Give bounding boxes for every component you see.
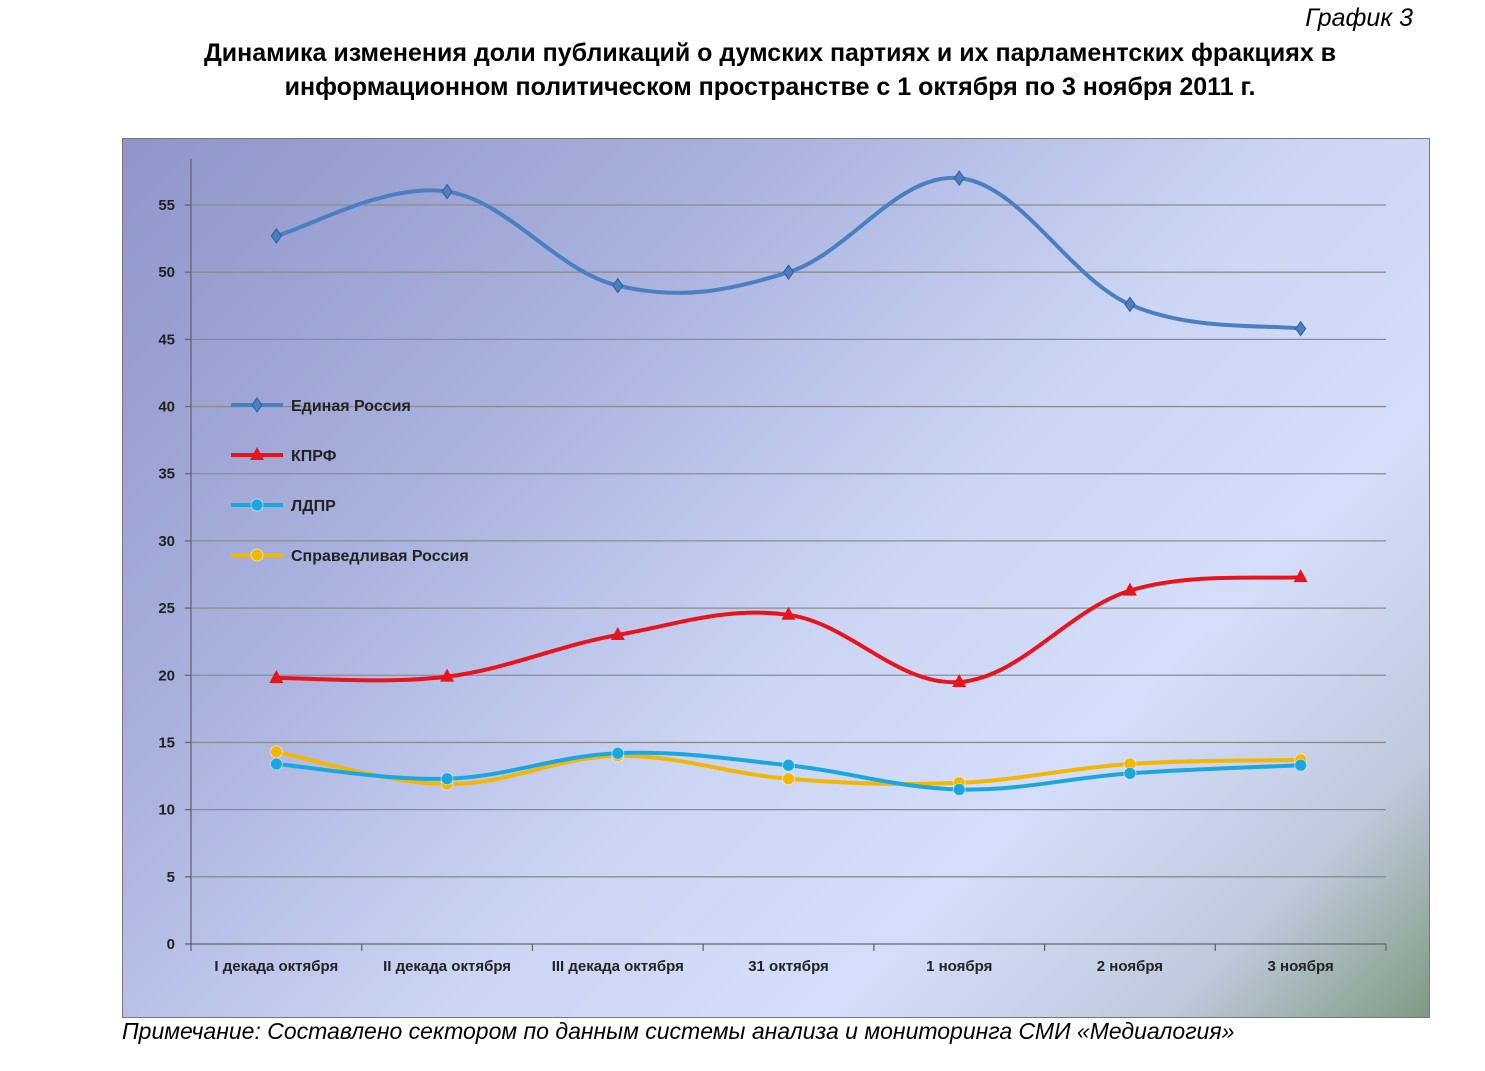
- data-point: [440, 668, 455, 682]
- legend-label: КПРФ: [291, 448, 337, 465]
- y-tick-label: 50: [158, 264, 175, 281]
- data-point: [952, 673, 967, 687]
- y-tick-label: 10: [158, 802, 175, 819]
- y-tick-label: 15: [158, 734, 175, 751]
- x-tick-label: 31 октября: [748, 958, 829, 975]
- series-line: [274, 575, 1303, 685]
- data-point: [781, 606, 796, 620]
- data-point: [270, 228, 282, 244]
- x-tick-label: III декада октября: [552, 958, 684, 975]
- legend-marker: [250, 447, 264, 460]
- data-point: [441, 183, 453, 200]
- graph-number: График 3: [1305, 4, 1413, 32]
- data-point: [269, 757, 283, 771]
- y-tick-label: 55: [158, 197, 175, 214]
- x-tick-label: 2 ноября: [1097, 958, 1163, 975]
- legend-marker: [251, 397, 263, 413]
- data-point: [1123, 766, 1137, 780]
- x-tick-label: 1 ноября: [926, 958, 992, 975]
- source-note: Примечание: Составлено сектором по данны…: [122, 1018, 1235, 1044]
- chart-title: Динамика изменения доли публикаций о дум…: [203, 39, 1337, 101]
- y-tick-label: 20: [158, 667, 175, 684]
- data-point: [953, 170, 965, 186]
- y-tick-label: 5: [167, 869, 175, 886]
- y-tick-label: 40: [158, 399, 175, 416]
- chart-area: 0 5 10 15 20 25 30 35 40 45 50 55 I декада октября II…: [122, 138, 1430, 1018]
- data-point: [611, 746, 625, 760]
- data-point: [269, 669, 284, 683]
- x-tick-label: 3 ноября: [1268, 958, 1334, 975]
- line-chart: 0 5 10 15 20 25 30 35 40 45 50 55 I декада октября II…: [158, 159, 1387, 975]
- y-tick-label: 45: [158, 331, 175, 348]
- data-point: [440, 772, 454, 786]
- data-point: [1122, 582, 1137, 596]
- legend-label: Единая Россия: [291, 398, 411, 415]
- data-point: [610, 626, 625, 640]
- data-point: [1295, 320, 1307, 337]
- y-tick-label: 0: [167, 936, 175, 953]
- y-tick-label: 35: [158, 466, 175, 483]
- x-tick-label: I декада октября: [214, 958, 338, 975]
- data-point: [782, 772, 795, 786]
- data-point: [1294, 758, 1308, 772]
- legend-marker: [250, 548, 264, 562]
- y-tick-label: 30: [158, 533, 175, 550]
- legend-label: ЛДПР: [291, 498, 336, 515]
- data-point: [782, 264, 795, 281]
- data-point: [1293, 569, 1308, 583]
- data-point: [1124, 296, 1136, 313]
- data-point: [782, 758, 795, 772]
- legend-marker: [250, 498, 264, 512]
- data-point: [612, 277, 624, 294]
- x-tick-label: II декада октября: [383, 958, 511, 975]
- series-line: [274, 176, 1303, 331]
- y-tick-label: 25: [158, 600, 175, 617]
- legend-label: Справедливая Россия: [291, 548, 469, 565]
- data-point: [952, 782, 966, 796]
- data-point: [269, 745, 283, 759]
